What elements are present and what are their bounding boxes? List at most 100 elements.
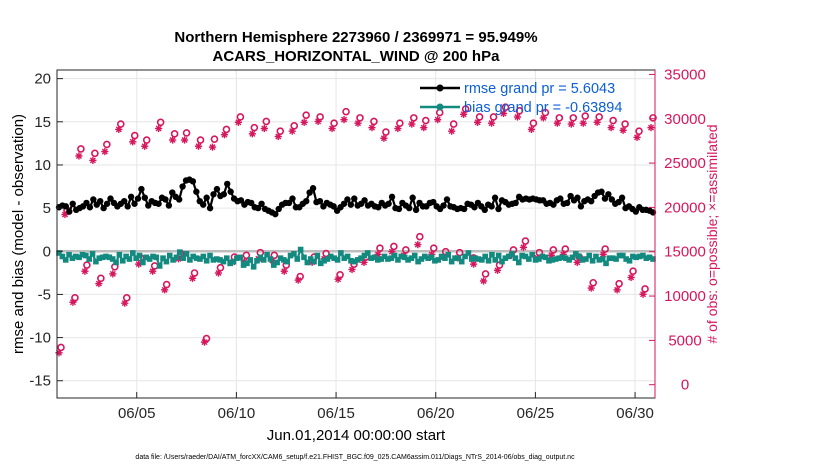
bias-marker <box>458 258 465 265</box>
rmse-marker <box>385 200 392 207</box>
bias-marker <box>244 260 250 267</box>
assimilated-marker-stroke <box>141 143 148 150</box>
assimilated-marker <box>388 248 396 256</box>
assimilated-marker-stroke <box>634 134 641 141</box>
rmse-marker <box>213 185 221 193</box>
possible-marker <box>91 149 99 158</box>
bias-marker <box>254 257 260 264</box>
assimilated-marker-stroke <box>620 127 627 134</box>
rmse-marker <box>375 204 382 211</box>
rmse-marker <box>165 202 173 209</box>
bias-marker <box>495 252 502 259</box>
bias-marker <box>197 256 203 262</box>
bias-marker <box>123 253 129 260</box>
rmse-marker <box>481 206 488 214</box>
assimilated-marker-stroke <box>594 119 601 126</box>
assimilated-marker-stroke <box>109 270 116 277</box>
assimilated-marker <box>95 280 103 288</box>
bias-marker <box>361 252 368 259</box>
assimilated-marker-stroke <box>215 269 222 277</box>
possible-marker <box>130 131 139 140</box>
assimilated-marker-stroke <box>129 138 136 145</box>
assimilated-marker <box>527 125 536 133</box>
bias-marker <box>190 253 197 260</box>
bias-marker <box>193 255 200 261</box>
bias-marker <box>260 257 267 263</box>
bias-marker <box>421 253 428 260</box>
bias-marker <box>485 257 492 264</box>
bias-marker <box>264 251 270 258</box>
bias-marker <box>130 250 136 256</box>
possible-marker <box>429 244 438 252</box>
bias-marker <box>425 255 431 261</box>
rmse-marker <box>141 194 149 201</box>
assimilated-marker <box>619 126 627 134</box>
assimilated-marker <box>149 267 157 275</box>
bias-marker <box>462 253 468 260</box>
assimilated-marker <box>61 210 69 219</box>
bias-marker <box>405 257 411 263</box>
assimilated-marker <box>513 113 522 121</box>
assimilated-marker <box>607 124 615 132</box>
legend-rmse-label: rmse grand pr = 5.6043 <box>464 81 615 97</box>
bias-marker <box>331 255 337 261</box>
bias-marker <box>247 257 254 263</box>
assimilated-marker <box>194 142 203 150</box>
rmse-marker <box>577 203 585 210</box>
rmse-marker <box>330 203 337 210</box>
bias-marker <box>559 254 566 261</box>
rmse-marker <box>127 193 135 201</box>
bias-marker <box>395 257 401 263</box>
bias-marker <box>294 256 301 262</box>
assimilated-marker-stroke <box>169 137 176 144</box>
y-tick-label: 20 <box>34 71 51 88</box>
bias-marker <box>274 259 280 266</box>
y-axis-label-right: # of obs: o=possible; ×=assimilated <box>704 124 720 343</box>
assimilated-marker <box>473 118 482 126</box>
bias-marker <box>418 256 425 262</box>
possible-marker <box>156 118 165 127</box>
bias-marker <box>203 257 210 264</box>
bias-marker <box>291 251 297 257</box>
assimilated-marker-stroke <box>89 157 96 164</box>
y-right-tick-label: 35000 <box>664 66 706 83</box>
rmse-marker <box>169 189 176 196</box>
y-tick-label: -5 <box>38 286 51 303</box>
assimilated-marker <box>334 275 342 283</box>
assimilated-marker-stroke <box>640 291 647 298</box>
rmse-marker <box>598 188 605 195</box>
y-tick-label: -10 <box>29 330 51 347</box>
assimilated-marker-stroke <box>69 299 76 306</box>
bias-marker <box>465 250 472 256</box>
rmse-marker <box>193 188 200 195</box>
assimilated-marker <box>420 124 428 132</box>
assimilated-marker <box>499 109 508 118</box>
bias-marker <box>86 256 92 262</box>
bias-marker <box>354 257 361 263</box>
bias-marker <box>636 253 643 260</box>
possible-marker <box>629 267 637 276</box>
bias-marker <box>566 257 572 263</box>
possible-marker <box>569 114 578 122</box>
bias-marker <box>630 253 636 260</box>
rmse-marker <box>206 204 214 212</box>
possible-marker <box>242 251 251 260</box>
rmse-marker <box>66 208 73 215</box>
rmse-marker <box>491 194 499 201</box>
assimilated-marker-stroke <box>121 300 128 307</box>
assimilated-marker <box>274 132 282 141</box>
bias-marker <box>438 253 445 260</box>
rmse-marker <box>179 183 186 190</box>
assimilated-marker <box>639 290 647 298</box>
assimilated-marker <box>394 124 402 133</box>
rmse-marker <box>124 203 131 210</box>
bias-marker <box>519 252 525 259</box>
assimilated-marker-stroke <box>580 120 587 127</box>
rmse-marker <box>406 204 413 212</box>
rmse-marker <box>632 208 640 215</box>
assimilated-marker <box>188 274 197 282</box>
chart-title: Northern Hemisphere 2273960 / 2369971 = … <box>174 29 537 46</box>
possible-marker <box>382 128 390 136</box>
bias-marker <box>606 255 613 261</box>
bias-marker <box>223 255 230 261</box>
